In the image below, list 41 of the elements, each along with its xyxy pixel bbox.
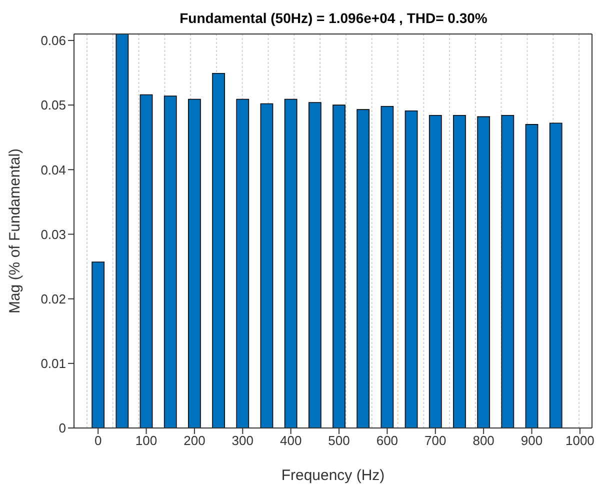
y-tick-label: 0.01: [40, 356, 66, 372]
bar: [549, 122, 562, 428]
bar: [92, 262, 105, 428]
y-tick-label: 0: [58, 420, 66, 436]
bar: [284, 98, 298, 428]
x-tick-label: 1000: [565, 433, 594, 448]
bar: [453, 114, 466, 428]
x-tick-label: 300: [232, 433, 254, 448]
x-tick-label: 100: [135, 433, 158, 448]
bar: [164, 96, 177, 428]
y-tick-label: 0.04: [40, 162, 66, 178]
y-tick-label: 0.02: [40, 291, 66, 306]
y-tick-label: 0.06: [40, 33, 66, 48]
x-tick-label: 600: [376, 433, 398, 448]
chart-title: Fundamental (50Hz) = 1.096e+04 , THD= 0.30%: [178, 10, 488, 26]
bar: [380, 106, 394, 428]
x-tick-label: 900: [520, 433, 543, 448]
bar: [501, 114, 514, 428]
bar: [140, 94, 153, 428]
bar: [212, 73, 225, 428]
bar: [428, 114, 442, 428]
bar: [332, 104, 346, 428]
bar: [404, 110, 418, 428]
bar: [477, 116, 490, 428]
y-axis-title: Mag (% of Fundamental): [6, 148, 24, 314]
x-axis-title: Frequency (Hz): [281, 467, 385, 484]
y-tick-label: 0.03: [40, 226, 66, 242]
bar: [116, 34, 129, 428]
x-tick-label: 700: [424, 433, 446, 448]
bar: [308, 102, 322, 428]
x-tick-label: 500: [328, 433, 350, 448]
bar: [260, 103, 274, 428]
y-tick-label: 0.05: [40, 98, 66, 113]
x-tick-label: 200: [184, 433, 206, 448]
x-tick-label: 800: [472, 433, 494, 448]
bar: [525, 124, 538, 428]
x-tick-label: 0: [94, 433, 102, 448]
bar: [356, 109, 370, 428]
x-tick-label: 400: [280, 433, 302, 448]
bar: [188, 98, 201, 428]
bar: [236, 98, 250, 428]
